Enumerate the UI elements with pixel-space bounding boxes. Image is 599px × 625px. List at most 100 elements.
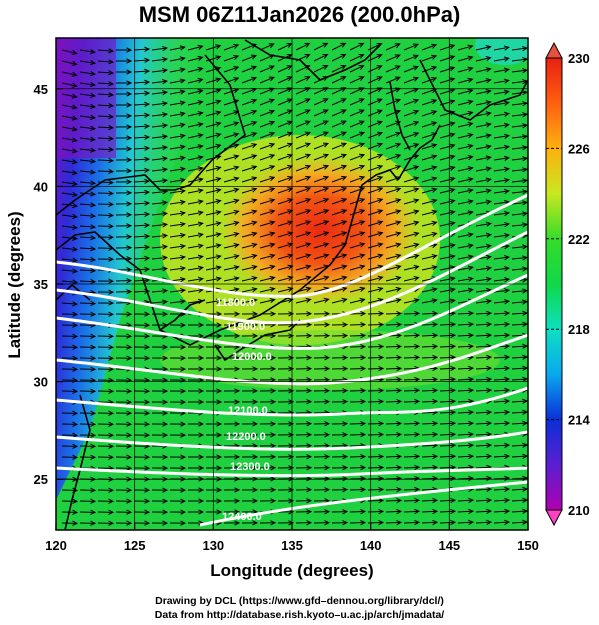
wind-arrow bbox=[349, 131, 365, 139]
wind-arrow bbox=[403, 422, 420, 425]
wind-arrow bbox=[259, 243, 275, 249]
wind-arrow bbox=[475, 134, 491, 139]
wind-arrow bbox=[493, 400, 510, 403]
wind-arrow-head bbox=[450, 321, 457, 328]
wind-arrow bbox=[241, 199, 257, 205]
wind-arrow bbox=[295, 65, 310, 73]
wind-arrow-head bbox=[305, 164, 312, 170]
wind-arrow-head bbox=[467, 99, 474, 105]
wind-arrow bbox=[475, 444, 492, 447]
wind-arrow bbox=[367, 345, 384, 348]
wind-arrow-head bbox=[268, 43, 275, 49]
wind-arrow-head bbox=[449, 176, 456, 182]
wind-arrow-head bbox=[485, 221, 492, 227]
wind-arrow bbox=[403, 466, 420, 469]
wind-arrow-head bbox=[485, 276, 492, 283]
wind-arrow-head bbox=[431, 176, 438, 182]
wind-arrow bbox=[439, 122, 455, 128]
wind-arrow-head bbox=[162, 145, 169, 151]
wind-arrow-head bbox=[144, 399, 151, 405]
wind-arrow-head bbox=[288, 465, 295, 471]
wind-arrow-head bbox=[322, 142, 330, 148]
wind-arrow bbox=[493, 323, 510, 326]
wind-arrow-head bbox=[377, 198, 384, 204]
wind-arrow bbox=[493, 289, 509, 293]
wind-arrow-head bbox=[378, 310, 385, 317]
wind-arrow bbox=[439, 255, 455, 260]
wind-arrow bbox=[493, 367, 510, 370]
wind-arrow bbox=[151, 58, 167, 62]
wind-arrow-head bbox=[215, 44, 222, 50]
wind-arrow-head bbox=[359, 297, 366, 303]
wind-arrow bbox=[97, 71, 113, 74]
wind-arrow bbox=[493, 146, 509, 150]
wind-arrow bbox=[457, 277, 473, 282]
wind-arrow-head bbox=[126, 113, 133, 119]
wind-arrow-head bbox=[252, 333, 259, 339]
wind-arrow-head bbox=[522, 244, 528, 250]
wind-arrow-head bbox=[360, 322, 367, 328]
wind-arrow bbox=[187, 156, 203, 161]
wind-arrow bbox=[349, 209, 365, 216]
wind-arrow-head bbox=[378, 486, 385, 493]
wind-arrow-head bbox=[108, 124, 115, 131]
wind-arrow bbox=[313, 165, 329, 172]
wind-arrow-head bbox=[197, 66, 204, 72]
wind-arrow-head bbox=[468, 431, 475, 438]
wind-arrow-head bbox=[342, 454, 349, 460]
wind-arrow-head bbox=[340, 120, 347, 126]
wind-arrow bbox=[79, 115, 95, 119]
wind-arrow bbox=[277, 187, 293, 194]
wind-arrow-head bbox=[162, 134, 169, 140]
wind-arrow-head bbox=[144, 487, 151, 493]
wind-arrow bbox=[97, 181, 114, 184]
wind-arrow bbox=[331, 287, 347, 293]
wind-arrow bbox=[475, 223, 491, 227]
wind-arrow bbox=[133, 114, 150, 117]
chart-title: MSM 06Z11Jan2026 (200.0hPa) bbox=[138, 2, 461, 27]
wind-arrow-head bbox=[324, 366, 331, 372]
wind-arrow bbox=[61, 236, 77, 240]
wind-arrow-head bbox=[378, 497, 385, 504]
wind-arrow-head bbox=[144, 189, 151, 195]
wind-arrow-head bbox=[144, 156, 151, 162]
wind-arrow-head bbox=[215, 77, 222, 83]
wind-arrow-head bbox=[395, 231, 402, 237]
wind-arrow-head bbox=[503, 210, 510, 217]
wind-arrow-head bbox=[432, 398, 439, 405]
wind-arrow-head bbox=[108, 114, 115, 120]
wind-arrow-head bbox=[144, 509, 151, 515]
wind-arrow-head bbox=[341, 275, 348, 281]
wind-arrow bbox=[493, 499, 510, 502]
wind-arrow-head bbox=[394, 109, 402, 115]
wind-arrow-head bbox=[144, 79, 151, 85]
wind-arrow-head bbox=[414, 332, 421, 339]
wind-arrow bbox=[493, 267, 509, 271]
wind-arrow bbox=[223, 244, 239, 249]
wind-arrow bbox=[151, 301, 167, 304]
wind-arrow bbox=[511, 212, 527, 216]
wind-arrow-head bbox=[233, 209, 240, 215]
wind-arrow-head bbox=[522, 288, 528, 294]
wind-arrow-head bbox=[234, 388, 241, 394]
wind-arrow bbox=[349, 65, 364, 73]
wind-arrow bbox=[169, 245, 185, 249]
wind-arrow bbox=[61, 247, 77, 251]
wind-arrow-head bbox=[360, 355, 367, 361]
wind-arrow bbox=[169, 256, 185, 260]
wind-arrow bbox=[97, 203, 114, 206]
wind-arrow bbox=[403, 378, 420, 381]
wind-arrow bbox=[385, 121, 401, 128]
wind-arrow-head bbox=[396, 519, 403, 526]
wind-arrow-head bbox=[288, 520, 295, 526]
wind-arrow-head bbox=[324, 520, 331, 526]
wind-arrow-head bbox=[198, 487, 205, 493]
wind-arrow-head bbox=[108, 223, 115, 229]
wind-arrow-head bbox=[126, 267, 133, 273]
wind-arrow-head bbox=[377, 176, 384, 181]
wind-arrow bbox=[457, 111, 473, 117]
wind-arrow-head bbox=[90, 136, 97, 142]
wind-arrow bbox=[169, 46, 185, 51]
wind-arrow bbox=[295, 243, 311, 249]
wind-arrow bbox=[277, 76, 292, 84]
